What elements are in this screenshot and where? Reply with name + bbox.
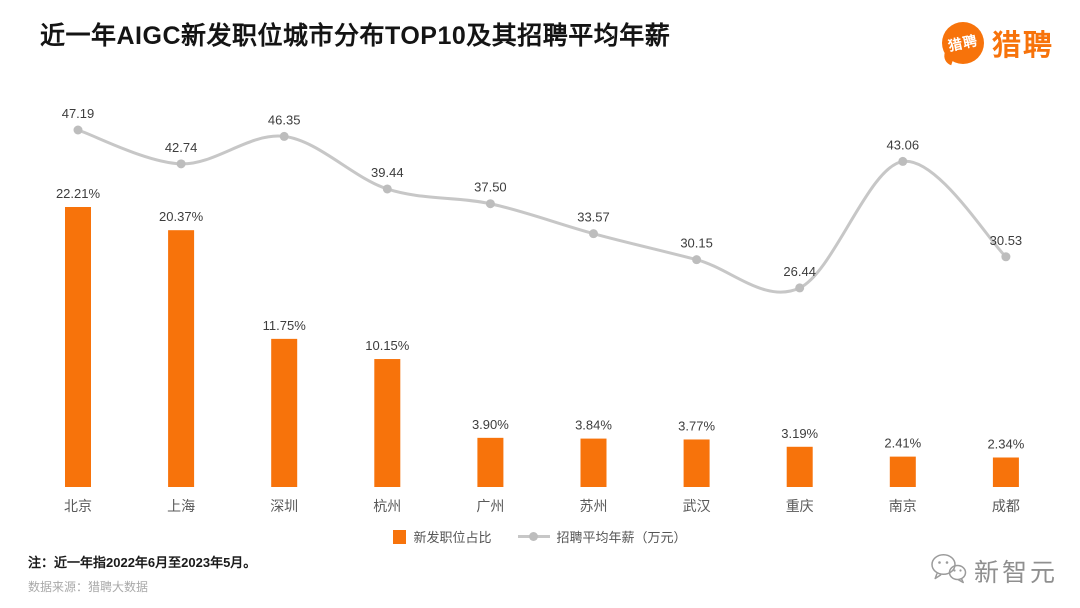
x-axis-label: 杭州 <box>373 498 401 514</box>
x-axis-label: 北京 <box>64 498 92 514</box>
salary-value-label: 30.15 <box>680 236 713 251</box>
bar-value-label: 3.90% <box>472 417 509 432</box>
bar <box>65 207 91 487</box>
bar <box>786 446 813 487</box>
salary-value-label: 42.74 <box>165 140 198 155</box>
salary-point <box>795 283 805 293</box>
x-axis-label: 深圳 <box>270 498 298 514</box>
salary-point <box>279 131 289 141</box>
bar-legend-label: 新发职位占比 <box>413 530 492 545</box>
header: 近一年AIGC新发职位城市分布TOP10及其招聘平均年薪 猎聘 猎聘 <box>40 20 1054 64</box>
liepin-logo: 猎聘 猎聘 <box>941 22 1054 64</box>
salary-value-label: 33.57 <box>577 210 610 225</box>
bar-value-label: 2.34% <box>987 436 1024 451</box>
xinzhiyuan-watermark: 新智元 <box>930 553 1058 589</box>
legend-item-bar: 新发职位占比 <box>393 527 492 546</box>
x-axis-label: 广州 <box>476 498 504 514</box>
salary-point <box>176 159 186 169</box>
salary-point <box>692 255 702 265</box>
data-source: 数据来源：猎聘大数据 <box>28 580 149 594</box>
line-swatch-icon <box>517 532 550 541</box>
combo-chart: 22.21% 北京 20.37% 上海 11.75% 深圳 10.15% 杭州 3.90% 广州 3… <box>0 85 1080 520</box>
bar-value-label: 2.41% <box>884 436 921 451</box>
liepin-badge-icon: 猎聘 <box>941 22 984 64</box>
salary-point <box>485 199 495 209</box>
salary-value-label: 26.44 <box>783 264 816 279</box>
salary-point <box>1001 252 1011 262</box>
bar <box>168 230 195 487</box>
x-axis-label: 南京 <box>889 498 917 514</box>
liepin-brand-text: 猎聘 <box>991 30 1054 62</box>
x-axis-label: 武汉 <box>683 498 711 514</box>
bar-value-label: 3.77% <box>678 418 715 433</box>
bar <box>683 439 710 487</box>
salary-value-label: 39.44 <box>371 165 404 180</box>
watermark-label: 新智元 <box>973 559 1058 587</box>
salary-value-label: 43.06 <box>887 137 920 152</box>
x-axis-label: 重庆 <box>786 498 814 514</box>
bar-value-label: 3.19% <box>781 426 818 441</box>
x-axis-label: 苏州 <box>580 498 608 514</box>
bar <box>992 457 1019 487</box>
x-axis-label: 成都 <box>992 498 1020 514</box>
salary-line <box>77 128 1007 294</box>
bar <box>580 438 607 487</box>
salary-point <box>898 156 908 166</box>
chart-legend: 新发职位占比 招聘平均年薪（万元） <box>0 527 1080 546</box>
bar <box>477 437 504 487</box>
legend-item-line: 招聘平均年薪（万元） <box>517 527 687 546</box>
salary-value-label: 47.19 <box>62 106 95 121</box>
bar-swatch-icon <box>393 529 407 544</box>
liepin-badge-text: 猎聘 <box>946 32 980 54</box>
bar-value-label: 11.75% <box>263 318 307 333</box>
footnote: 注：近一年指2022年6月至2023年5月。 <box>28 555 257 570</box>
bar-value-label: 3.84% <box>575 418 612 433</box>
bar-value-label: 20.37% <box>159 209 204 224</box>
bar <box>889 456 916 487</box>
combo-chart-svg: 22.21% 北京 20.37% 上海 11.75% 深圳 10.15% 杭州 3.90% 广州 3… <box>56 106 1025 514</box>
bar <box>374 359 401 487</box>
salary-value-label: 30.53 <box>990 233 1023 248</box>
bar-value-label: 22.21% <box>56 186 101 201</box>
bar <box>271 338 298 487</box>
page-title: 近一年AIGC新发职位城市分布TOP10及其招聘平均年薪 <box>40 22 671 50</box>
salary-value-label: 46.35 <box>268 112 301 127</box>
wechat-icon <box>930 553 967 589</box>
salary-point <box>382 184 392 194</box>
line-legend-label: 招聘平均年薪（万元） <box>556 530 687 545</box>
salary-point <box>73 125 83 135</box>
salary-value-label: 37.50 <box>474 180 507 195</box>
bar-value-label: 10.15% <box>365 338 410 353</box>
salary-point <box>589 229 598 239</box>
x-axis-label: 上海 <box>167 498 195 514</box>
